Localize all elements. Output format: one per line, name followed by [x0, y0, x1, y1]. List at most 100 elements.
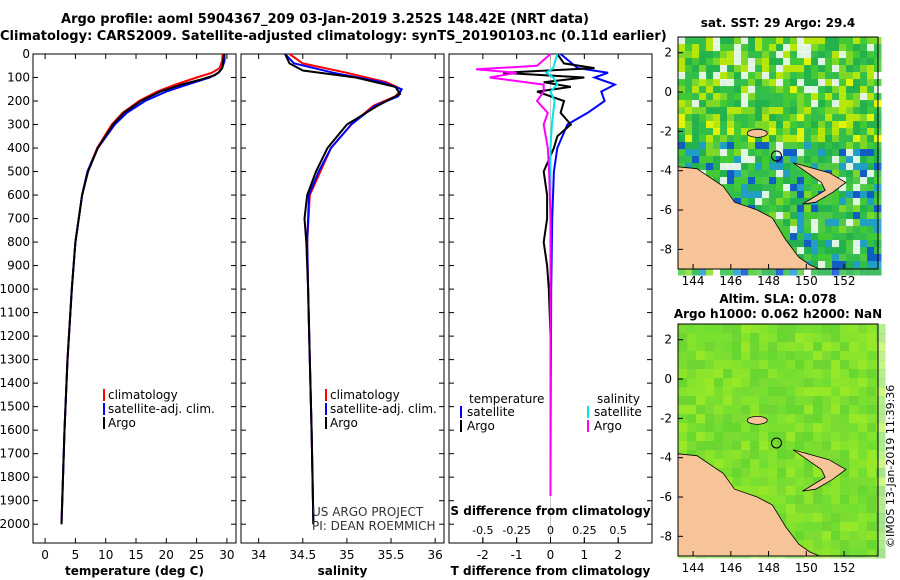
sst-map-cell [776, 219, 784, 227]
sst-map-cell [706, 100, 714, 108]
sst-map-cell [846, 72, 854, 80]
sla-map-cell [867, 396, 877, 406]
sla-map-cell [732, 378, 742, 388]
sla-map-cell [768, 342, 778, 352]
sla-map-cell [831, 531, 841, 541]
sst-map-cell [692, 65, 700, 73]
sla-map-cell [786, 513, 796, 523]
sst-map-cell [825, 37, 833, 45]
sla-map-cell [714, 441, 724, 451]
sst-map-cell [783, 198, 791, 206]
sst-map-cell [776, 72, 784, 80]
sst-map-cell [755, 121, 763, 129]
sst-map-cell [804, 107, 812, 115]
salinity-diff-tick-label: 0 [547, 524, 554, 537]
sla-map-cell [678, 333, 688, 343]
sst-map-cell [706, 170, 714, 178]
sla-map-cell [777, 414, 787, 424]
sst-map-cell [790, 107, 798, 115]
sst-map-cell [839, 107, 847, 115]
sla-map-cell [804, 342, 814, 352]
sst-map-cell [706, 149, 714, 157]
sst-map-cell [727, 268, 735, 276]
sst-map-cell [699, 44, 707, 52]
sst-map-cell [713, 268, 721, 276]
sst-map-cell [783, 233, 791, 241]
sla-map-cell [840, 414, 850, 424]
sla-map-cell [822, 513, 832, 523]
sla-map-ytick-label: -4 [660, 451, 672, 465]
sla-map-cell [786, 360, 796, 370]
sla-map-cell [795, 396, 805, 406]
sla-map-cell [831, 342, 841, 352]
sst-map-cell [818, 184, 826, 192]
sla-map-cell [813, 423, 823, 433]
sst-map-cell [797, 233, 805, 241]
sst-map-cell [790, 212, 798, 220]
sst-map-cell [692, 107, 700, 115]
sla-map-cell [858, 504, 868, 514]
sst-map-cell [727, 184, 735, 192]
sst-map-cell [734, 170, 742, 178]
sst-map-cell [734, 128, 742, 136]
sst-map-cell [790, 205, 798, 213]
sst-map-cell [846, 65, 854, 73]
sst-map-cell [741, 72, 749, 80]
sst-map-cell [762, 268, 770, 276]
sla-map-cell [876, 441, 886, 451]
sst-map-cell [804, 149, 812, 157]
sst-map-cell [867, 128, 875, 136]
sst-map-cell [706, 72, 714, 80]
sla-map-xtick-label: 144 [682, 561, 705, 575]
sst-map-cell [741, 86, 749, 94]
sla-map-cell [759, 423, 769, 433]
sst-map-cell [734, 268, 742, 276]
sla-map-cell [741, 360, 751, 370]
sst-map-cell [825, 219, 833, 227]
sst-map-cell [811, 121, 819, 129]
sst-map-cell [692, 121, 700, 129]
sst-map: 144 146 148 150 152 2 0 -2 -4 -6 -8 [660, 36, 882, 288]
sst-map-cell [860, 65, 868, 73]
sst-map-cell [846, 268, 854, 276]
sst-map-cell [853, 72, 861, 80]
sst-map-cell [853, 65, 861, 73]
sla-map-cell [741, 432, 751, 442]
sla-map-cell [687, 324, 697, 334]
sla-map-cell [696, 342, 706, 352]
sst-map-cell [762, 114, 770, 122]
sst-map-cell [755, 205, 763, 213]
sst-map-cell [832, 240, 840, 248]
sst-map-cell [755, 37, 763, 45]
sst-map-cell [818, 86, 826, 94]
sst-map-cell [839, 191, 847, 199]
sst-map-cell [769, 177, 777, 185]
sst-map-cell [741, 44, 749, 52]
sst-map-cell [839, 121, 847, 129]
sla-map-cell [750, 387, 760, 397]
sst-map-cell [678, 100, 686, 108]
sla-map-cell [867, 495, 877, 505]
sst-map-cell [818, 268, 826, 276]
sst-map-cell [825, 114, 833, 122]
sst-map-cell [860, 72, 868, 80]
sst-map-cell [720, 135, 728, 143]
sst-map-cell [685, 156, 693, 164]
sst-map-cell [762, 205, 770, 213]
sst-map-cell [846, 233, 854, 241]
sla-map-cell [696, 423, 706, 433]
sla-map-ytick-label: 2 [664, 333, 672, 347]
sla-map-cell [750, 468, 760, 478]
sla-map-cell [768, 369, 778, 379]
sla-map-cell [813, 351, 823, 361]
sst-map-cell [720, 107, 728, 115]
sla-map-cell [876, 504, 886, 514]
sst-map-cell [867, 107, 875, 115]
series-line-salinity-argo [284, 53, 402, 525]
sst-map-cell [846, 149, 854, 157]
depth-tick-label: 1400 [0, 376, 30, 390]
sla-map-cell [723, 396, 733, 406]
sst-map-cell [741, 51, 749, 59]
sst-map-cell [685, 79, 693, 87]
sst-map-cell [832, 107, 840, 115]
